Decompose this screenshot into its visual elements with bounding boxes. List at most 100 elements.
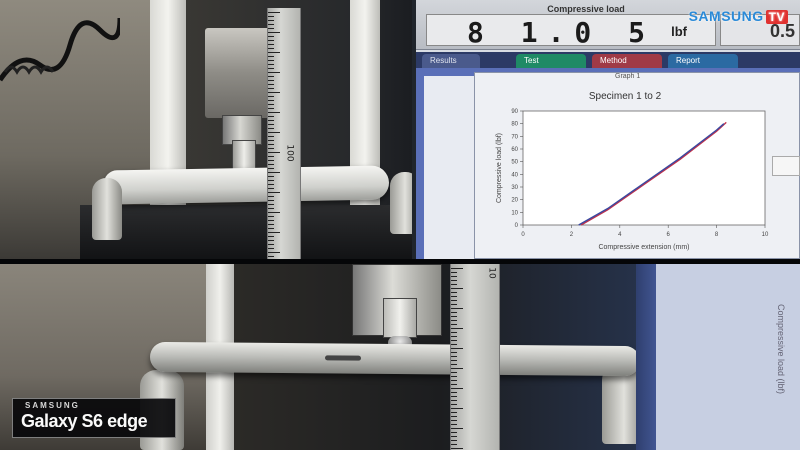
ruler-tick	[451, 432, 457, 433]
ruler-tick	[268, 76, 274, 77]
x-axis-label: Compressive extension (mm)	[598, 244, 689, 251]
x-tick-label: 0	[521, 232, 525, 238]
ruler-tick	[268, 120, 274, 121]
badge-brand: SAMSUNG	[25, 401, 80, 410]
tab-results[interactable]: Results	[422, 54, 480, 68]
ruler-tick	[268, 40, 274, 41]
y-tick-label: 60	[511, 147, 518, 153]
coiled-cable	[0, 17, 120, 82]
ruler-tick	[268, 72, 280, 73]
ruler-tick	[268, 196, 274, 197]
ruler-tick	[451, 356, 457, 357]
ruler-tick	[268, 84, 274, 85]
ruler-tick	[268, 132, 280, 133]
ruler-tick	[451, 300, 457, 301]
ruler-tick	[451, 424, 457, 425]
ruler-tick	[268, 136, 274, 137]
ruler-tick	[268, 172, 280, 173]
ruler-tick	[268, 32, 280, 33]
ruler-tick	[268, 64, 274, 65]
series-line-1	[580, 121, 727, 226]
monitor-closeup-screen: Compressive load (lbf)	[656, 264, 800, 450]
y-tick-label: 30	[511, 185, 518, 191]
ruler-tick	[451, 312, 457, 313]
logo-text: SAMSUNG	[688, 8, 764, 24]
ruler-tick	[451, 408, 463, 409]
ruler-tick	[268, 12, 280, 13]
ruler-tick	[451, 380, 457, 381]
ruler-number-2: 10	[486, 267, 497, 279]
ruler-tick	[451, 436, 457, 437]
phone-bending	[149, 341, 641, 377]
ruler-tick	[268, 212, 280, 213]
x-tick-label: 4	[618, 232, 622, 238]
ruler-tick	[451, 352, 457, 353]
x-tick-label: 6	[667, 232, 671, 238]
ruler-number: 100	[284, 144, 295, 162]
ruler-tick	[268, 244, 274, 245]
ruler-tick	[268, 96, 274, 97]
ruler-tick	[268, 116, 274, 117]
side-widget[interactable]	[772, 156, 800, 176]
ruler-tick	[268, 224, 274, 225]
ruler-tick	[451, 392, 457, 393]
ruler-tick	[268, 124, 274, 125]
ruler-tick	[268, 256, 274, 257]
ruler-tick	[268, 44, 274, 45]
badge-model: Galaxy S6 edge	[21, 411, 148, 431]
ruler-tick	[451, 388, 463, 389]
ruler-tick	[451, 364, 457, 365]
ruler-tick	[268, 220, 274, 221]
ruler-tick	[268, 228, 274, 229]
graph-tab-label[interactable]: Graph 1	[615, 73, 641, 80]
ruler-tick	[268, 232, 280, 233]
ruler-tick	[451, 376, 457, 377]
series-line-2	[578, 123, 725, 226]
graph-card: Graph 1 Specimen 1 to 2 0 2 4 6 8 10 0 10 20 30 40…	[474, 72, 800, 259]
ruler-tick	[451, 328, 463, 329]
logo-badge: TV	[765, 10, 788, 24]
ruler-tick	[268, 88, 274, 89]
ruler-tick	[268, 104, 274, 105]
readout-value: 8 1.0 5	[467, 16, 656, 49]
ruler-tick	[268, 112, 280, 113]
ruler-tick	[268, 164, 274, 165]
ruler-tick	[451, 320, 457, 321]
ruler-tick	[268, 80, 274, 81]
top-video-panel: 100 Compressive load 8 1.0 5 lbf 0.5 Res…	[0, 0, 800, 259]
ruler-tick	[268, 252, 280, 253]
ruler-tick	[268, 160, 274, 161]
specimen-list[interactable]	[424, 76, 474, 259]
ruler-tick	[268, 208, 274, 209]
ruler-tick	[451, 344, 457, 345]
ruler-tick	[451, 284, 457, 285]
y-tick-label: 50	[511, 160, 518, 166]
tab-report[interactable]: Report	[668, 54, 738, 68]
ruler-tick	[268, 52, 280, 53]
ruler-tick	[268, 240, 274, 241]
ruler-tick	[268, 176, 274, 177]
ruler-tick	[451, 288, 463, 289]
ruler-tick	[451, 296, 457, 297]
ruler-tick	[268, 148, 274, 149]
load-extension-chart: 0 2 4 6 8 10 0 10 20 30 40 50 60 70 80 90 Compressive ex…	[496, 109, 769, 251]
tab-bar: Results Test Method Report	[416, 52, 800, 68]
steel-ruler-2: 10	[450, 264, 500, 450]
ruler-tick	[268, 48, 274, 49]
ruler-tick	[451, 372, 457, 373]
ruler-tick	[451, 340, 457, 341]
x-tick-label: 2	[570, 232, 574, 238]
ruler-tick	[451, 440, 457, 441]
x-tick-label: 10	[762, 232, 769, 238]
ruler-tick	[451, 348, 463, 349]
y-tick-label: 40	[511, 172, 518, 178]
ruler-tick	[451, 412, 457, 413]
ruler-tick	[268, 204, 274, 205]
monitor-screen: Compressive load 8 1.0 5 lbf 0.5 Results…	[416, 0, 800, 259]
ruler-tick	[268, 188, 274, 189]
app-body: Graph 1 Specimen 1 to 2 0 2 4 6 8 10 0 10 20 30 40…	[416, 68, 800, 259]
tab-test[interactable]: Test	[516, 54, 586, 68]
tab-method[interactable]: Method	[592, 54, 662, 68]
ruler-tick	[268, 152, 280, 153]
load-cell	[205, 28, 271, 118]
